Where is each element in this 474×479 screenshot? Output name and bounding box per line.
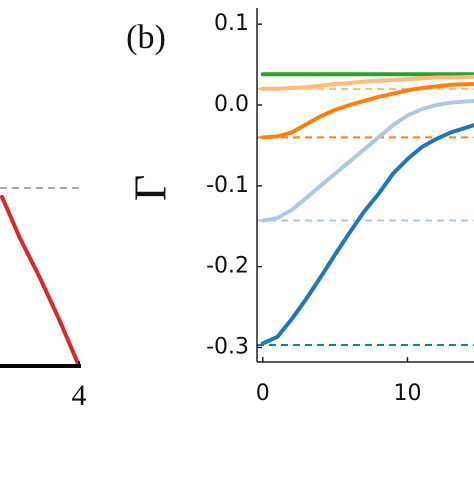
series-line	[260, 98, 474, 223]
series-line	[260, 81, 474, 140]
series-line	[0, 194, 82, 368]
y-tick-label: -0.1	[206, 173, 249, 198]
x-tick-label: 10	[393, 381, 421, 406]
y-tick-label: 0.1	[214, 11, 249, 36]
panel-label: (b)	[126, 19, 166, 56]
y-tick-label: -0.2	[206, 254, 249, 279]
y-tick-label: 0.0	[214, 92, 249, 117]
x-tick-label: 0	[256, 381, 270, 406]
y-axis-label: Γ	[125, 175, 176, 202]
y-tick-label: -0.3	[206, 334, 249, 359]
series-line	[260, 74, 474, 91]
x-tick-label: 4	[72, 379, 87, 412]
series-line	[260, 123, 474, 346]
